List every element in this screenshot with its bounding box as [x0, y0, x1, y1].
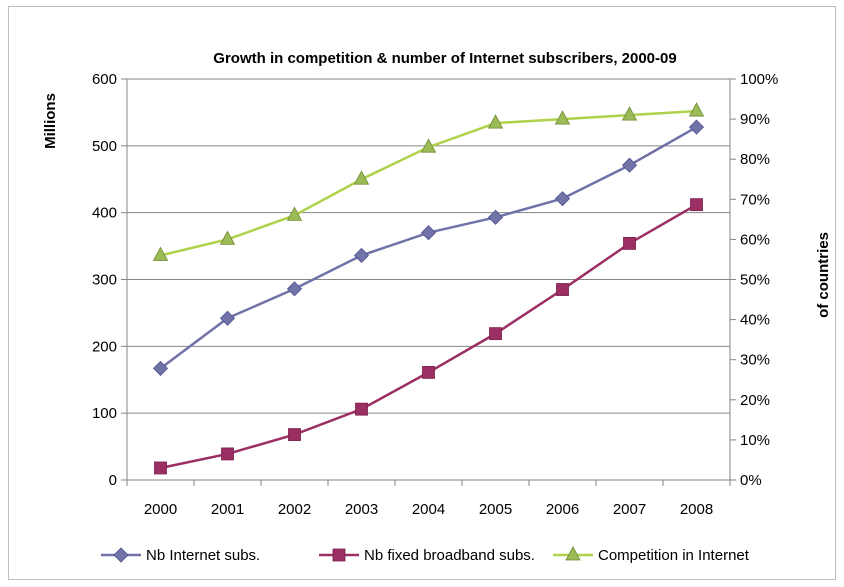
- data-point: [422, 226, 436, 240]
- right-tick-label: 100%: [740, 71, 778, 88]
- x-tick-label: 2003: [345, 501, 378, 518]
- left-axis-title: Millions: [42, 93, 59, 149]
- left-tick-label: 600: [92, 71, 117, 88]
- legend-label: Competition in Internet: [598, 547, 750, 564]
- data-point: [155, 462, 167, 474]
- legend-label: Nb fixed broadband subs.: [364, 547, 535, 564]
- series-line: [161, 127, 697, 368]
- right-tick-label: 30%: [740, 352, 770, 369]
- x-tick-label: 2002: [278, 501, 311, 518]
- left-axis-ticks: 0 100 200 300 400 500 600: [92, 71, 117, 489]
- series-layer: [154, 103, 704, 474]
- x-tick-label: 2001: [211, 501, 244, 518]
- legend-item: Nb Internet subs.: [101, 547, 260, 564]
- data-point: [490, 328, 502, 340]
- legend-item: Competition in Internet: [553, 547, 750, 564]
- data-point: [355, 248, 369, 262]
- data-point: [690, 120, 704, 134]
- right-tick-label: 70%: [740, 191, 770, 208]
- legend-marker: [114, 548, 128, 562]
- data-point: [222, 448, 234, 460]
- chart-title: Growth in competition & number of Intern…: [213, 50, 676, 67]
- data-point: [691, 199, 703, 211]
- data-point: [624, 237, 636, 249]
- right-tick-label: 90%: [740, 111, 770, 128]
- left-tick-label: 0: [109, 472, 117, 489]
- data-point: [556, 192, 570, 206]
- data-point: [356, 403, 368, 415]
- legend: Nb Internet subs. Nb fixed broadband subs…: [101, 547, 750, 564]
- series-line: [161, 205, 697, 468]
- x-axis-ticks: 2000 2001 2002 2003 2004 2005 2006 2007 2008: [144, 501, 713, 518]
- x-tick-label: 2000: [144, 501, 177, 518]
- data-point: [557, 284, 569, 296]
- x-tick-label: 2004: [412, 501, 445, 518]
- legend-item: Nb fixed broadband subs.: [319, 547, 535, 564]
- data-point: [288, 282, 302, 296]
- x-tick-label: 2007: [613, 501, 646, 518]
- right-tick-label: 40%: [740, 312, 770, 329]
- right-tick-label: 50%: [740, 272, 770, 289]
- right-tick-label: 20%: [740, 392, 770, 409]
- left-tick-label: 300: [92, 272, 117, 289]
- right-tick-label: 0%: [740, 472, 762, 489]
- x-tick-label: 2005: [479, 501, 512, 518]
- legend-marker: [333, 549, 345, 561]
- data-point: [423, 366, 435, 378]
- right-tick-label: 60%: [740, 231, 770, 248]
- data-point: [289, 429, 301, 441]
- chart-frame: Growth in competition & number of Intern…: [8, 6, 836, 580]
- x-tick-label: 2008: [680, 501, 713, 518]
- legend-label: Nb Internet subs.: [146, 547, 260, 564]
- legend-marker: [566, 547, 580, 560]
- data-point: [623, 158, 637, 172]
- left-tick-label: 200: [92, 338, 117, 355]
- left-tick-label: 400: [92, 205, 117, 222]
- x-tick-label: 2006: [546, 501, 579, 518]
- right-axis-ticks: 0% 10% 20% 30% 40% 50% 60% 70% 80% 90% 100%: [740, 71, 778, 489]
- right-tick-label: 80%: [740, 151, 770, 168]
- left-tick-label: 500: [92, 138, 117, 155]
- right-axis-title: of countries: [815, 232, 832, 318]
- line-chart: Growth in competition & number of Intern…: [9, 7, 835, 579]
- grid-lines: [127, 79, 730, 413]
- left-tick-label: 100: [92, 405, 117, 422]
- right-tick-label: 10%: [740, 432, 770, 449]
- data-point: [690, 103, 704, 116]
